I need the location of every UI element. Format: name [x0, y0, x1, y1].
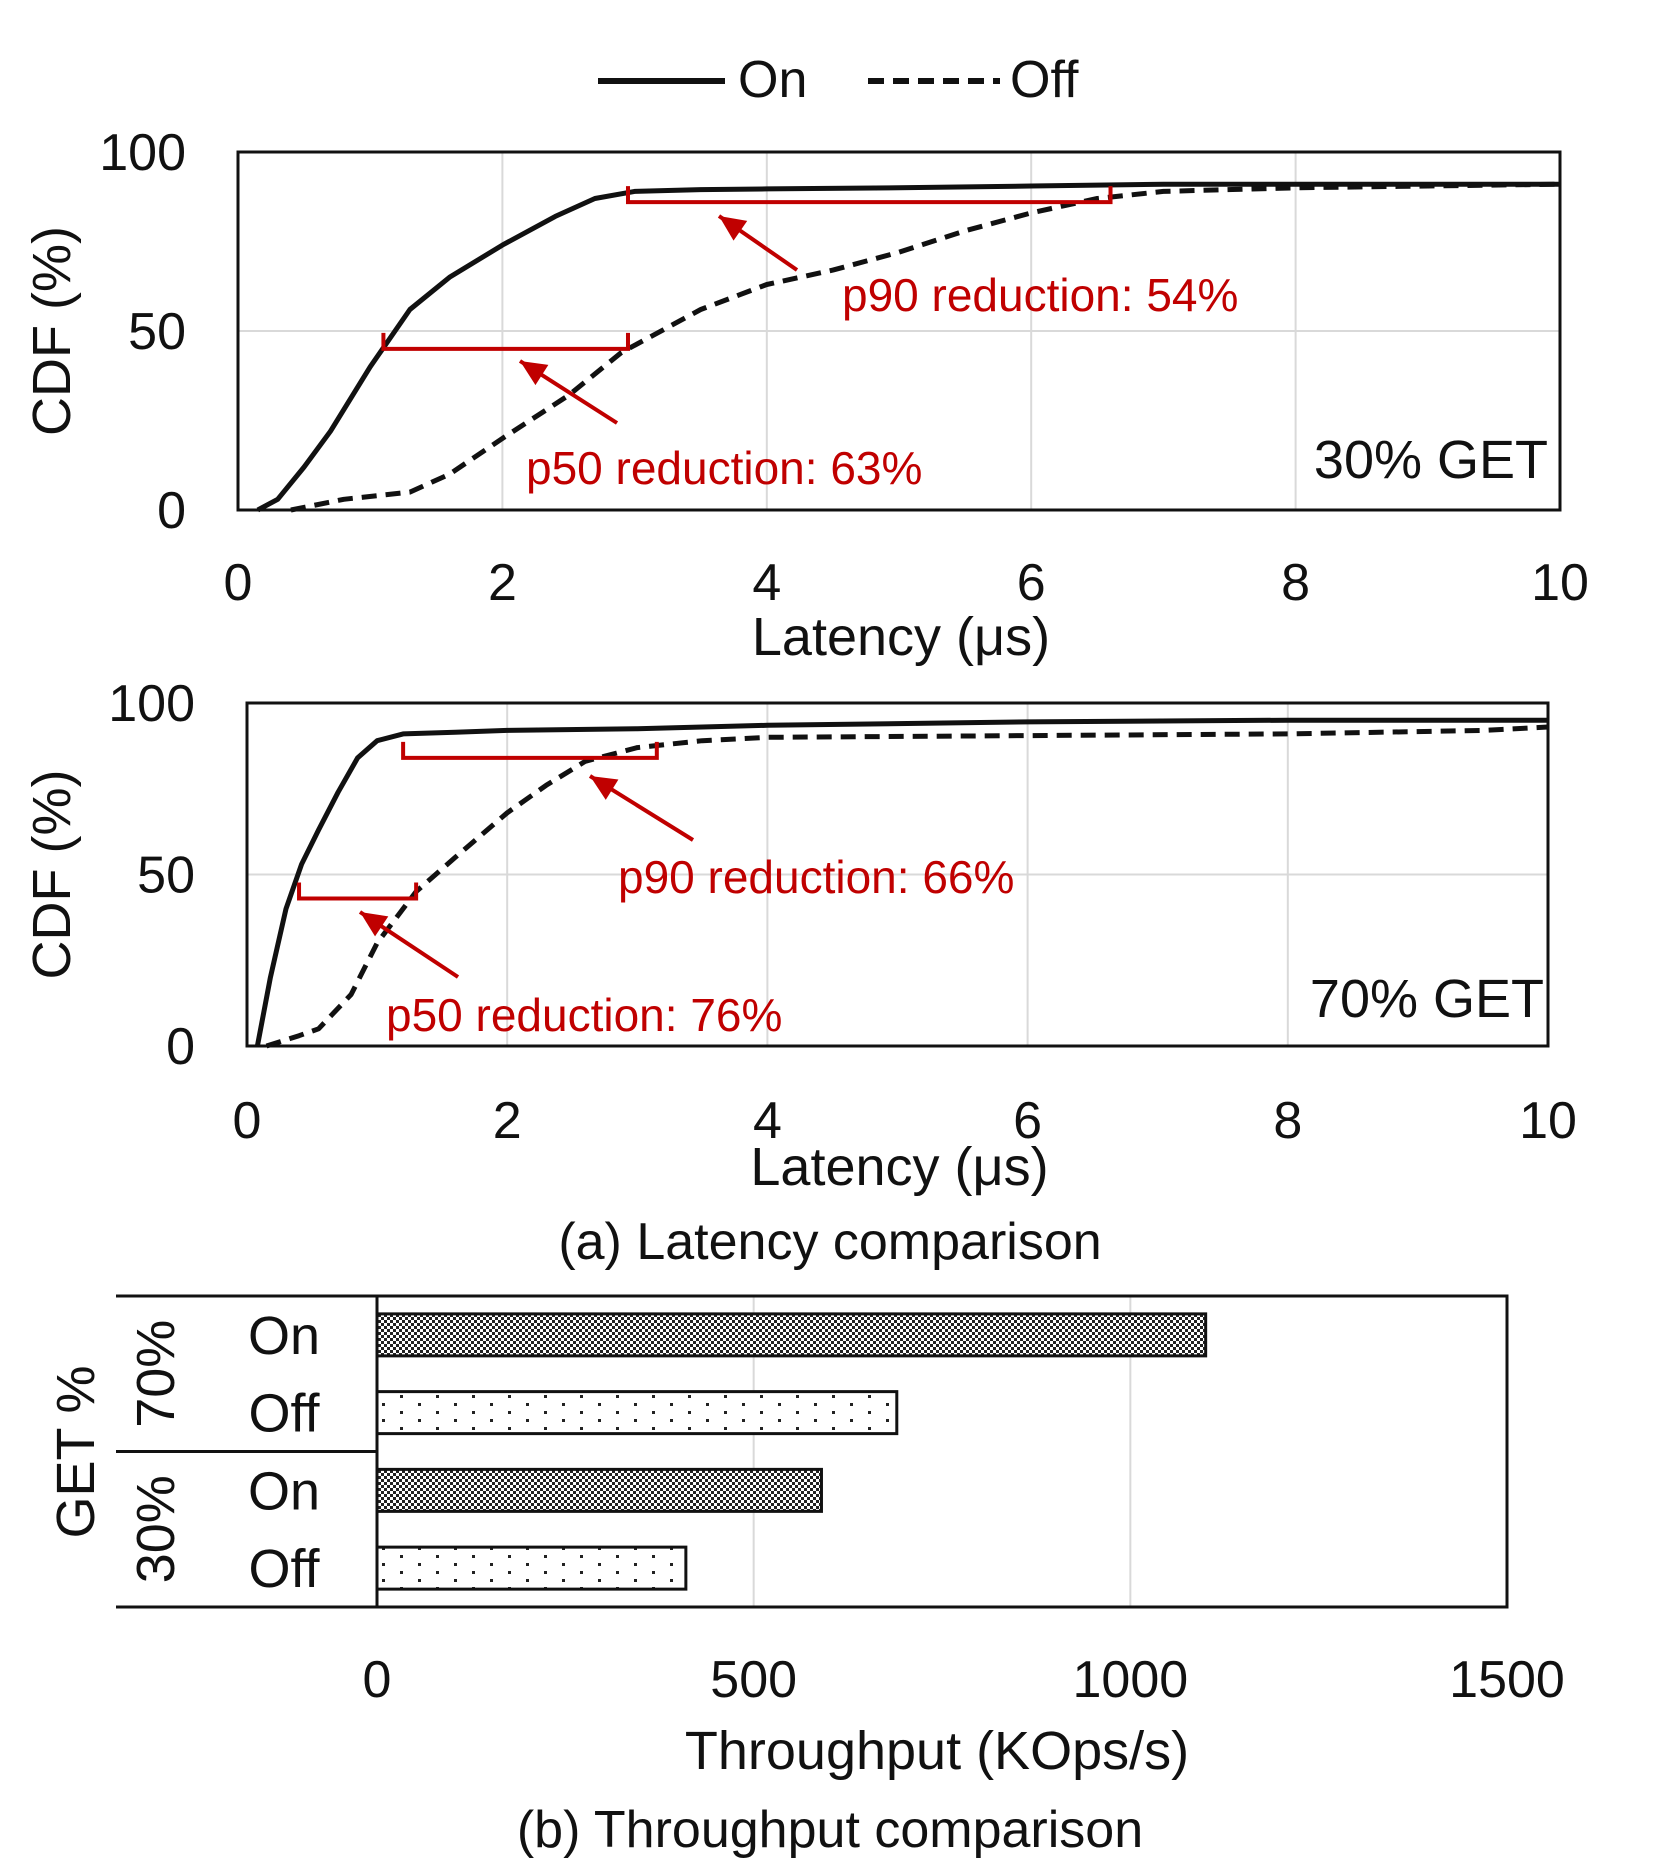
annotation-arrow-head — [520, 361, 549, 386]
bar-category-label: On — [248, 1306, 320, 1366]
y-axis-title: CDF (%) — [22, 226, 82, 436]
annotation-label: p90 reduction: 54% — [842, 269, 1238, 321]
x-tick-label: 0 — [233, 1092, 262, 1150]
series-line-on — [256, 181, 1560, 513]
plot-frame — [236, 150, 1562, 512]
bar-30-on — [375, 1467, 823, 1513]
bar-category-label: Off — [248, 1384, 320, 1444]
panel-label: 70% GET — [1310, 969, 1544, 1029]
plot-frame — [245, 701, 1550, 1048]
annotation-label: p50 reduction: 63% — [526, 442, 922, 494]
x-tick-label: 4 — [752, 554, 781, 612]
x-tick-label: 10 — [1531, 554, 1589, 612]
group-label: 30% — [126, 1475, 186, 1583]
x-tick-label: 1000 — [1072, 1651, 1188, 1709]
annotation-bracket — [625, 186, 1113, 205]
series-line-on — [254, 717, 1548, 1047]
x-axis-title: Latency (μs) — [752, 607, 1050, 667]
legend-off-label: Off — [1010, 51, 1079, 109]
x-tick-label: 8 — [1281, 554, 1310, 612]
y-tick-label: 50 — [137, 847, 195, 905]
annotation-arrow-head — [360, 912, 389, 937]
annotation-bracket — [297, 882, 419, 901]
caption-a: (a) Latency comparison — [558, 1213, 1101, 1271]
bar-70-on — [375, 1312, 1208, 1358]
y-tick-label: 50 — [128, 303, 186, 361]
legend-on-label: On — [738, 51, 807, 109]
x-tick-label: 0 — [224, 554, 253, 612]
x-tick-label: 10 — [1519, 1092, 1577, 1150]
y-tick-label: 100 — [108, 675, 195, 733]
annotation-bracket — [401, 741, 659, 760]
x-tick-label: 4 — [753, 1092, 782, 1150]
x-tick-label: 8 — [1273, 1092, 1302, 1150]
series-line-off — [290, 181, 1561, 513]
bar-30-off — [375, 1545, 688, 1591]
annotation-arrow-head — [590, 776, 619, 800]
y-tick-label: 100 — [99, 124, 186, 182]
y-tick-label: 0 — [166, 1018, 195, 1076]
x-tick-label: 500 — [710, 1651, 797, 1709]
x-axis-title: Throughput (KOps/s) — [685, 1721, 1189, 1781]
y-tick-label: 0 — [157, 482, 186, 540]
series-line-off — [265, 724, 1549, 1049]
y-axis-title: GET % — [46, 1365, 106, 1538]
panel-label: 30% GET — [1314, 430, 1548, 490]
throughput-chart: 70% On Off 30% On Off 0 500 1000 1500 Throughput (… — [46, 1294, 1565, 1781]
annotation-label: p50 reduction: 76% — [386, 989, 782, 1041]
legend: On Off — [598, 51, 1079, 109]
x-axis-title: Latency (μs) — [750, 1137, 1048, 1197]
y-axis-title: CDF (%) — [22, 770, 82, 980]
x-tick-label: 2 — [488, 554, 517, 612]
x-tick-label: 6 — [1013, 1092, 1042, 1150]
caption-b: (b) Throughput comparison — [517, 1801, 1143, 1859]
x-tick-label: 1500 — [1449, 1651, 1565, 1709]
bar-70-off — [375, 1390, 899, 1436]
annotation-bracket — [381, 332, 630, 351]
annotation-arrow-head — [719, 216, 748, 241]
bar-category-label: Off — [248, 1539, 320, 1599]
bar-category-label: On — [248, 1461, 320, 1521]
x-tick-label: 0 — [363, 1651, 392, 1709]
annotation-label: p90 reduction: 66% — [618, 851, 1014, 903]
x-tick-label: 2 — [493, 1092, 522, 1150]
group-label: 70% — [126, 1320, 186, 1428]
x-tick-label: 6 — [1017, 554, 1046, 612]
